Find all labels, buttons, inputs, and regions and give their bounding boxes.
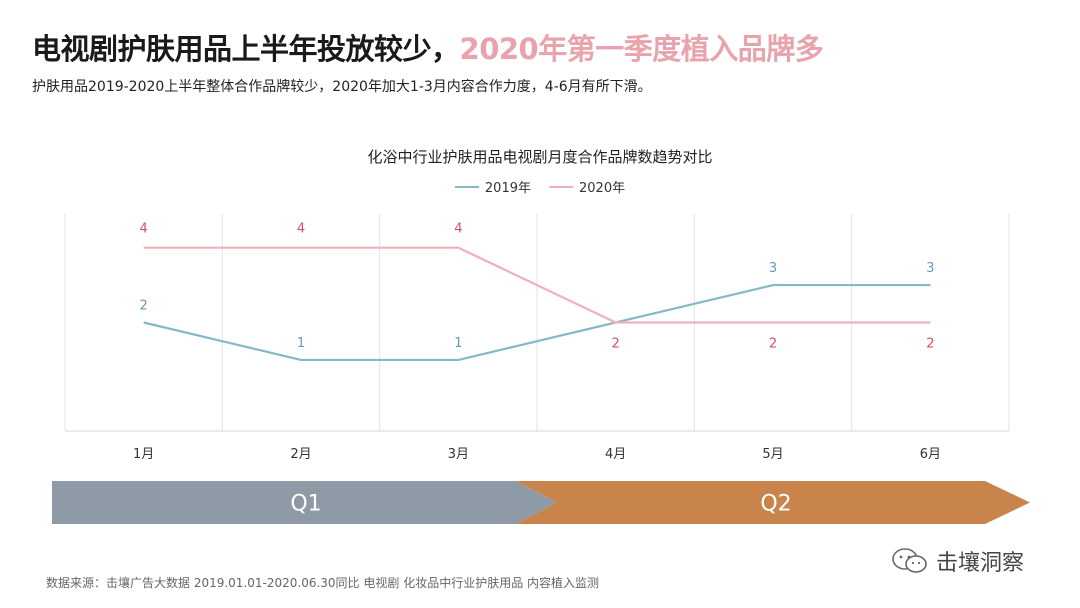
legend-swatch-2019 <box>454 185 479 188</box>
data-label: 4 <box>454 222 462 237</box>
x-tick-label: 2月 <box>290 447 311 462</box>
data-label: 4 <box>297 222 305 237</box>
data-label: 2 <box>769 337 777 352</box>
series-line-2020年 <box>143 246 931 324</box>
quarter-band-q2 <box>516 481 1030 524</box>
x-tick-label: 6月 <box>920 447 941 462</box>
chart-legend: 2019年 2020年 <box>0 177 1080 196</box>
x-tick-label: 3月 <box>448 447 469 462</box>
chart-title: 化浴中行业护肤用品电视剧月度合作品牌数趋势对比 <box>367 148 713 166</box>
data-label: 3 <box>926 261 934 276</box>
quarter-band-q1 <box>52 481 557 524</box>
data-label: 3 <box>769 261 777 276</box>
data-source-note: 数据来源：击壤广告大数据 2019.01.01-2020.06.30同比 电视剧… <box>46 576 600 590</box>
data-label: 1 <box>297 336 305 351</box>
legend-item-2020: 2020年 <box>549 177 625 196</box>
quarter-label-q1: Q1 <box>290 492 321 517</box>
data-label: 2 <box>140 299 148 314</box>
legend-item-2019: 2019年 <box>454 177 531 196</box>
quarter-label-q2: Q2 <box>760 492 791 517</box>
wechat-icon <box>892 548 927 573</box>
data-label: 2 <box>612 337 620 352</box>
x-tick-label: 4月 <box>605 447 626 462</box>
brand-name: 击壤洞察 <box>936 551 1025 576</box>
data-label: 2 <box>926 337 934 352</box>
brand-watermark: 击壤洞察 <box>890 545 1024 577</box>
legend-swatch-2020 <box>549 185 573 188</box>
x-tick-label: 1月 <box>133 447 154 462</box>
page-subtitle: 护肤用品2019-2020上半年整体合作品牌较少，2020年加大1-3月内容合作… <box>32 79 652 95</box>
page-title-highlight: 2020年第一季度植入品牌多 <box>459 32 824 66</box>
data-label: 4 <box>140 222 148 237</box>
legend-label-2019: 2019年 <box>484 181 531 196</box>
x-tick-label: 5月 <box>762 447 783 462</box>
legend-label-2020: 2020年 <box>579 181 626 196</box>
page-title: 电视剧护肤用品上半年投放较少，2020年第一季度植入品牌多 <box>32 26 824 68</box>
series-line-2019年 <box>143 283 931 362</box>
page-title-main: 电视剧护肤用品上半年投放较少， <box>32 32 460 66</box>
data-label: 1 <box>454 336 462 351</box>
